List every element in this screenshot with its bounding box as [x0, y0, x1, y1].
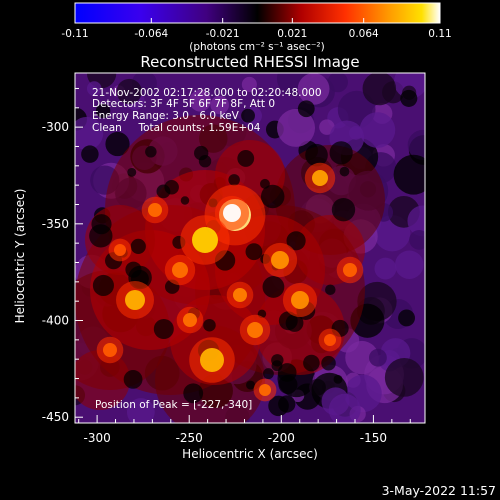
- colorbar-tick-label: 0.021: [277, 28, 307, 40]
- y-tick-label: -450: [42, 410, 69, 424]
- image-title: Reconstructed RHESSI Image: [140, 53, 359, 71]
- plot-frame: [74, 72, 426, 424]
- annotation-detectors: Detectors: 3F 4F 5F 6F 7F 8F, Att 0: [92, 98, 275, 110]
- colorbar-scale: [74, 2, 441, 24]
- y-axis: -300 -350 -400 -450: [42, 87, 83, 424]
- colorbar-ticks: -0.11 -0.064 -0.021 0.021 0.064 0.11: [61, 18, 452, 40]
- colorbar-tick-label: -0.021: [206, 28, 240, 40]
- x-axis: -300 -250 -200 -150: [78, 415, 411, 445]
- colorbar-tick-label: -0.11: [61, 28, 88, 40]
- rhessi-map: [75, 73, 425, 423]
- colorbar-tick-label: 0.064: [349, 28, 379, 40]
- colorbar-tick-label: -0.064: [134, 28, 168, 40]
- y-tick-label: -300: [42, 120, 69, 134]
- colorbar-tick-label: 0.11: [428, 28, 451, 40]
- x-tick-label: -250: [176, 431, 203, 445]
- y-axis-label: Heliocentric Y (arcsec): [13, 189, 27, 324]
- colorbar: -0.11 -0.064 -0.021 0.021 0.064 0.11 (photons…: [61, 2, 452, 53]
- x-tick-label: -300: [83, 431, 110, 445]
- footer-timestamp: 3-May-2022 11:57: [382, 483, 496, 498]
- annotation-energy-range: Energy Range: 3.0 - 6.0 keV: [92, 110, 240, 122]
- y-tick-label: -350: [42, 217, 69, 231]
- y-tick-label: -400: [42, 314, 69, 328]
- x-tick-label: -150: [360, 431, 387, 445]
- x-axis-label: Heliocentric X (arcsec): [182, 447, 318, 461]
- annotation-peak-position: Position of Peak = [-227,-340]: [95, 399, 252, 411]
- x-tick-label: -200: [268, 431, 295, 445]
- annotation-time-range: 21-Nov-2002 02:17:28.000 to 02:20:48.000: [92, 87, 322, 99]
- annotation-method-counts: Clean Total counts: 1.59E+04: [92, 122, 261, 134]
- colorbar-unit-label: (photons cm⁻² s⁻¹ asec⁻²): [189, 41, 324, 53]
